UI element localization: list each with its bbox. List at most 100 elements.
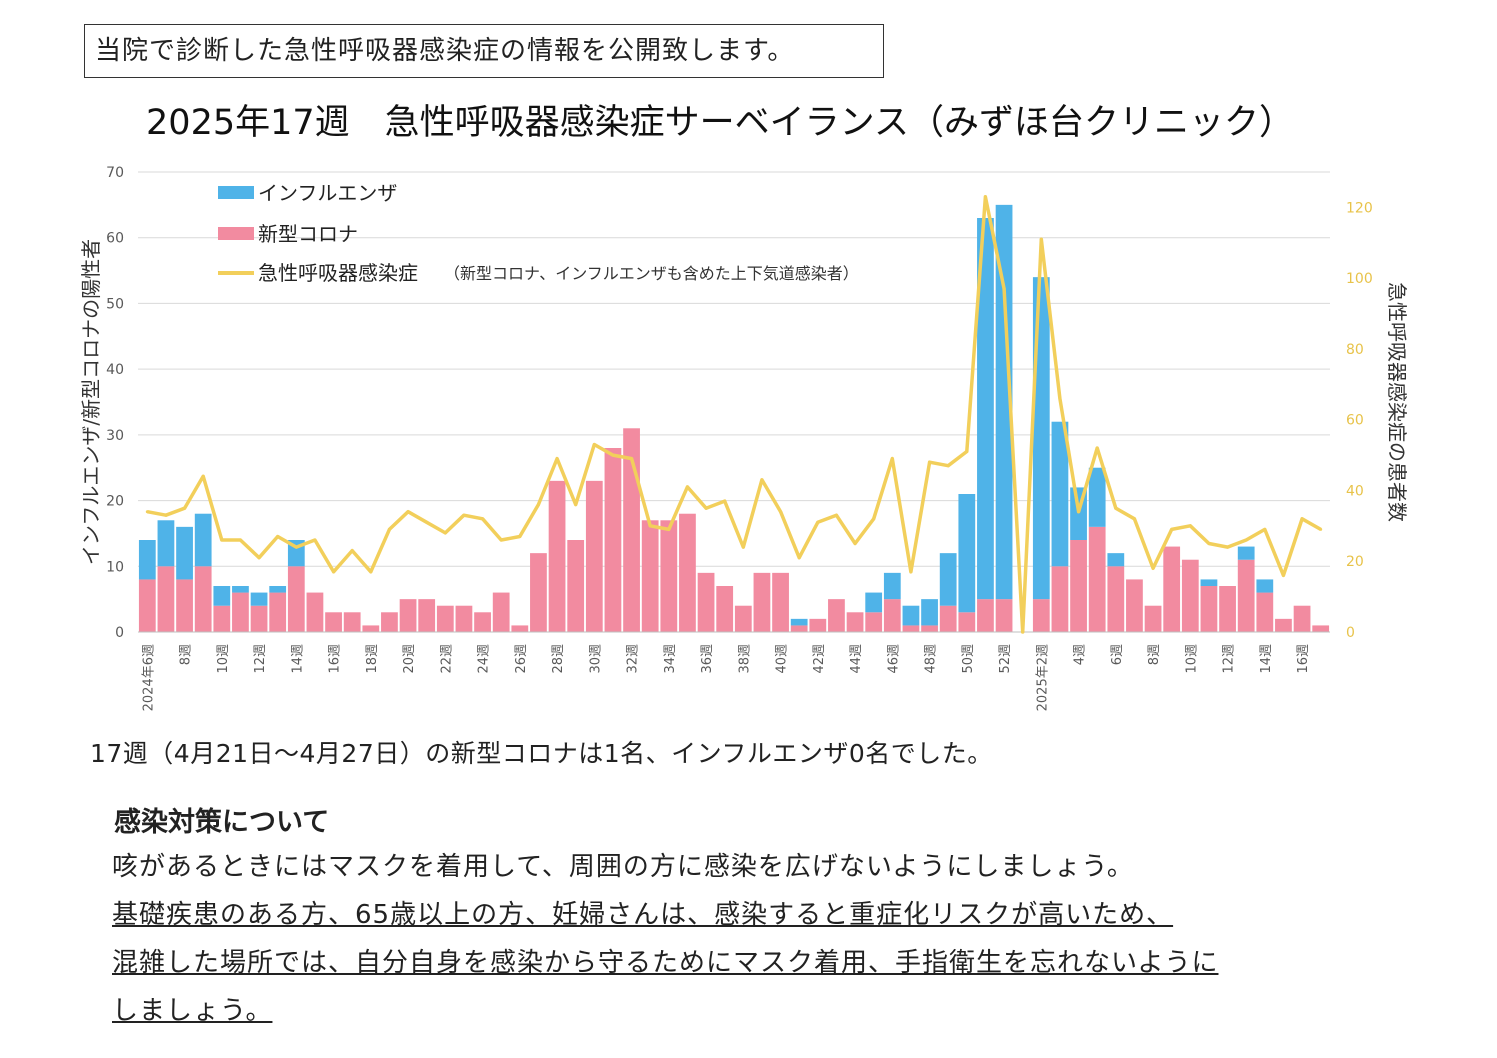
ari-point [760, 478, 764, 482]
weekly-summary: 17週（4月21日～4月27日）の新型コロナは1名、インフルエンザ0名でした。 [90, 739, 993, 768]
covid-bar [269, 592, 287, 632]
covid-bar [1293, 605, 1311, 632]
covid-bar [381, 612, 398, 632]
covid-bar [921, 625, 938, 632]
ari-point [928, 460, 932, 464]
covid-bar [567, 540, 585, 632]
legend-flu-swatch [218, 186, 254, 199]
ari-point [1039, 237, 1043, 241]
x-tick-label: 10週 [216, 644, 231, 674]
ari-point [294, 545, 298, 549]
flu-bar [138, 540, 156, 580]
flu-bar [269, 586, 287, 593]
covid-bar [343, 612, 361, 632]
notice-box: 当院で診断した急性呼吸器感染症の情報を公開致します。 [84, 24, 884, 78]
covid-bar [1219, 586, 1236, 632]
flu-bar [1237, 546, 1255, 560]
ari-point [238, 538, 242, 542]
covid-bar [846, 612, 864, 632]
x-tick-label: 30週 [588, 644, 603, 674]
covid-bar [883, 599, 901, 632]
covid-bar [865, 612, 883, 632]
x-tick-label: 50週 [961, 644, 976, 674]
covid-bar [362, 625, 380, 632]
ari-point [164, 513, 168, 517]
covid-bar [418, 599, 436, 632]
ari-point [704, 506, 708, 510]
ari-point [1132, 517, 1136, 521]
x-tick-label: 26週 [514, 644, 529, 674]
ari-point [332, 570, 336, 574]
ari-point [481, 517, 485, 521]
ari-line [146, 195, 1322, 634]
y-tick-label: 10 [106, 559, 124, 575]
y2-tick-label: 60 [1346, 413, 1364, 429]
covid-bar [474, 612, 491, 632]
x-tick-label: 12週 [1222, 644, 1237, 674]
flu-bar [1032, 277, 1050, 600]
x-tick-label: 18週 [365, 644, 380, 674]
flu-bar [921, 599, 938, 626]
flu-bar [176, 526, 193, 580]
flu-bar [232, 586, 249, 593]
x-tick-label: 22週 [439, 644, 454, 674]
x-tick-label: 28週 [551, 644, 566, 674]
y2-tick-label: 120 [1346, 200, 1373, 216]
ari-point [462, 513, 466, 517]
ari-point [1300, 517, 1304, 521]
ari-point [946, 464, 950, 468]
covid-bar [939, 605, 957, 632]
covid-bar [492, 592, 510, 632]
covid-bar [809, 618, 827, 632]
ari-point [1151, 566, 1155, 570]
x-tick-label: 48週 [924, 644, 939, 674]
covid-bar [604, 448, 622, 632]
x-tick-label: 46週 [886, 644, 901, 674]
covid-bar [1032, 599, 1050, 632]
ari-point [1226, 545, 1230, 549]
covid-bar [287, 566, 305, 632]
y-tick-label: 0 [115, 625, 124, 641]
covid-bar [679, 513, 696, 632]
ari-point [1263, 527, 1267, 531]
x-tick-label: 12週 [253, 644, 268, 674]
flu-bar [902, 605, 920, 626]
ari-point [1058, 396, 1062, 400]
y-axis-title: インフルエンザ/新型コロナの陽性者 [79, 239, 103, 565]
covid-bar [716, 586, 734, 632]
flu-bar [790, 618, 808, 626]
y2-tick-label: 100 [1346, 271, 1373, 287]
measures-line-4: しましょう。 [112, 996, 273, 1026]
ari-point [1077, 510, 1081, 514]
ari-point [350, 549, 354, 553]
covid-bar [1088, 526, 1106, 632]
ari-point [630, 457, 634, 461]
y-tick-label: 30 [106, 428, 124, 444]
x-tick-label: 16週 [328, 644, 343, 674]
y2-tick-label: 0 [1346, 625, 1355, 641]
measures-line-2: 基礎疾患のある方、65歳以上の方、妊婦さんは、感染すると重症化リスクが高いため、 [112, 900, 1174, 930]
covid-bar [157, 566, 175, 632]
x-tick-label: 38週 [737, 644, 752, 674]
ari-point [685, 485, 689, 489]
measures-line-1: 咳があるときにはマスクを着用して、周囲の方に感染を広げないようにしましょう。 [112, 852, 1134, 882]
covid-bar [436, 605, 454, 632]
y-tick-label: 60 [106, 231, 124, 247]
legend-ari-label: 急性呼吸器感染症 [258, 261, 418, 285]
ari-point [1281, 573, 1285, 577]
y2-tick-label: 20 [1346, 554, 1364, 570]
ari-point [1021, 630, 1025, 634]
covid-bar [138, 579, 156, 632]
y-tick-label: 20 [106, 494, 124, 510]
x-tick-label: 16週 [1296, 644, 1311, 674]
x-tick-label: 40週 [775, 644, 790, 674]
covid-bar [530, 553, 547, 632]
ari-point [1207, 542, 1211, 546]
covid-bar [902, 625, 920, 632]
x-tick-label: 6週 [1110, 644, 1125, 665]
covid-bar [1200, 586, 1218, 632]
ari-point [890, 457, 894, 461]
ari-point [1114, 506, 1118, 510]
flu-bar [939, 553, 957, 606]
x-tick-label: 42週 [812, 644, 827, 674]
